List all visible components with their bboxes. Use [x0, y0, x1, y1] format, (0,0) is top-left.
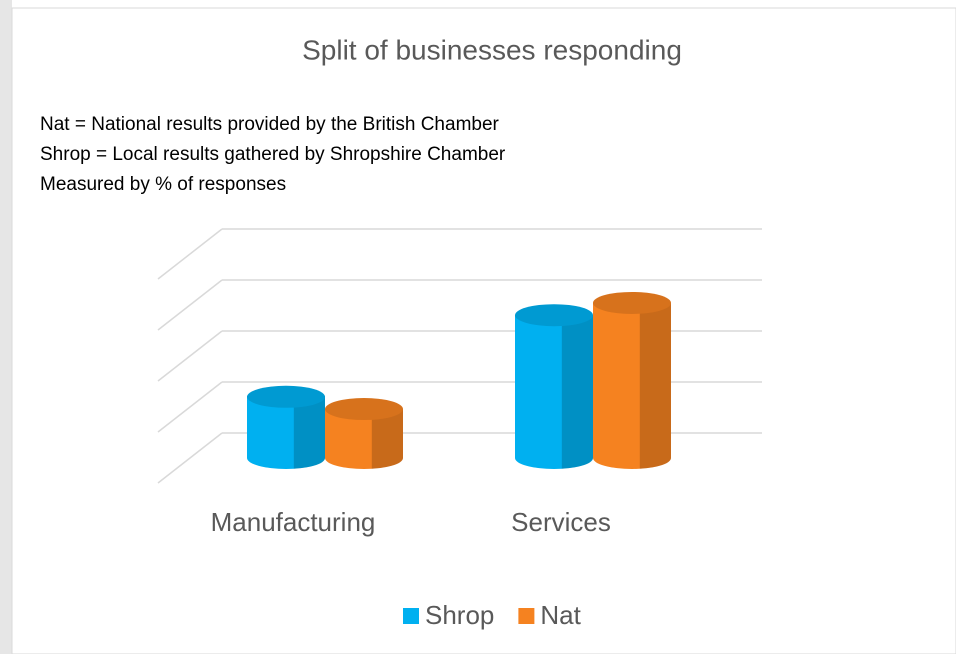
cylinder-body [325, 409, 403, 469]
cylinder-body [593, 302, 671, 469]
cylinder-shade [371, 409, 403, 469]
note: Nat = National results provided by the B… [40, 114, 500, 135]
side-grid-line [157, 279, 223, 331]
chart-title: Split of businesses responding [302, 34, 682, 65]
legend-label: Nat [540, 600, 581, 630]
legend-label: Shrop [425, 600, 494, 630]
x-tick-label: Services [511, 507, 611, 537]
side-grid-line [157, 381, 223, 433]
cylinder-top [515, 304, 593, 327]
note: Measured by % of responses [40, 174, 286, 195]
cylinder-shade [561, 315, 593, 469]
cylinder-top-shade [593, 291, 671, 314]
cylinder-top [325, 398, 403, 421]
cylinder-bar [325, 398, 403, 469]
note: Shrop = Local results gathered by Shrops… [40, 144, 506, 165]
side-grid-line [157, 228, 223, 280]
cylinder-shade [293, 396, 325, 469]
cylinder-top-shade [515, 304, 593, 327]
side-border [0, 0, 12, 654]
cylinder-shade [639, 302, 671, 469]
cylinder-body [247, 396, 325, 469]
x-tick-label: Manufacturing [211, 507, 376, 537]
cylinder-top-shade [325, 398, 403, 421]
cylinder-bar [515, 304, 593, 469]
legend-swatch [403, 608, 419, 624]
side-grid-line [157, 432, 223, 484]
cylinder-bar [593, 291, 671, 469]
side-grid-line [157, 330, 223, 382]
cylinder-top [247, 385, 325, 408]
cylinder-top-shade [247, 385, 325, 408]
cylinder-bar [247, 385, 325, 469]
cylinder-body [515, 315, 593, 469]
legend-swatch [518, 608, 535, 624]
cylinder-top [593, 291, 671, 314]
